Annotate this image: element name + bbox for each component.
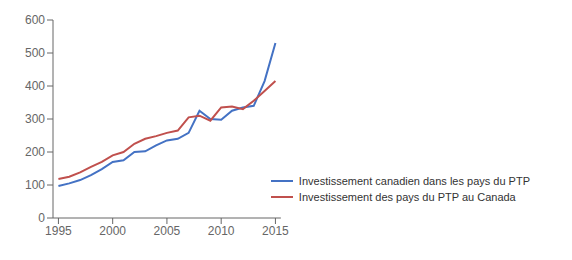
- svg-text:2000: 2000: [99, 224, 126, 238]
- svg-text:2005: 2005: [154, 224, 181, 238]
- svg-text:500: 500: [25, 46, 45, 60]
- svg-text:200: 200: [25, 145, 45, 159]
- svg-text:300: 300: [25, 112, 45, 126]
- svg-text:1995: 1995: [45, 224, 72, 238]
- svg-text:2010: 2010: [208, 224, 235, 238]
- html-text:Investissement canadien dans l: Investissement canadien dans les pays du…: [298, 175, 530, 187]
- svg-text:2015: 2015: [262, 224, 289, 238]
- html-text:Investissement des pays du PTP: Investissement des pays du PTP au Canada: [298, 191, 516, 203]
- svg-text:100: 100: [25, 178, 45, 192]
- svg-text:0: 0: [38, 211, 45, 225]
- svg-text:600: 600: [25, 13, 45, 27]
- svg-text:400: 400: [25, 79, 45, 93]
